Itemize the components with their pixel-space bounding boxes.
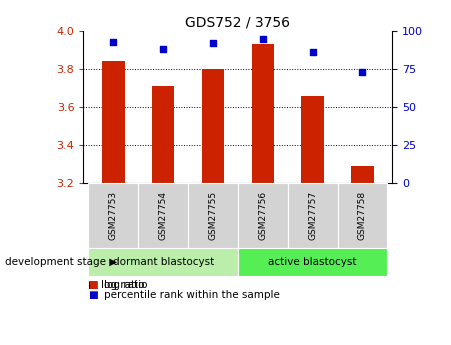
- Bar: [238, 248, 387, 276]
- Bar: [202, 69, 224, 183]
- Bar: [252, 44, 274, 183]
- Text: ■: ■: [88, 280, 98, 290]
- Bar: [102, 61, 124, 183]
- Point: [259, 36, 267, 41]
- Point: [110, 39, 117, 45]
- Bar: [88, 183, 138, 248]
- Text: log ratio: log ratio: [104, 280, 147, 290]
- Bar: [301, 96, 324, 183]
- Bar: [337, 183, 387, 248]
- Text: development stage ▶: development stage ▶: [5, 257, 117, 267]
- Text: ■: ■: [88, 290, 98, 300]
- Point: [359, 69, 366, 75]
- Text: GSM27757: GSM27757: [308, 191, 317, 240]
- Text: GSM27755: GSM27755: [208, 191, 217, 240]
- Bar: [288, 183, 337, 248]
- Title: GDS752 / 3756: GDS752 / 3756: [185, 16, 290, 30]
- Bar: [188, 183, 238, 248]
- Point: [209, 40, 216, 46]
- Text: active blastocyst: active blastocyst: [268, 257, 357, 267]
- Bar: [88, 248, 238, 276]
- Text: GSM27754: GSM27754: [159, 191, 168, 240]
- Bar: [351, 166, 374, 183]
- Bar: [138, 183, 188, 248]
- Bar: [152, 86, 175, 183]
- Text: GSM27756: GSM27756: [258, 191, 267, 240]
- Text: GSM27753: GSM27753: [109, 191, 118, 240]
- Text: ■ log ratio: ■ log ratio: [88, 280, 144, 290]
- Text: dormant blastocyst: dormant blastocyst: [113, 257, 214, 267]
- Point: [309, 50, 316, 55]
- Bar: [238, 183, 288, 248]
- Text: GSM27758: GSM27758: [358, 191, 367, 240]
- Point: [160, 47, 167, 52]
- Text: percentile rank within the sample: percentile rank within the sample: [104, 290, 280, 300]
